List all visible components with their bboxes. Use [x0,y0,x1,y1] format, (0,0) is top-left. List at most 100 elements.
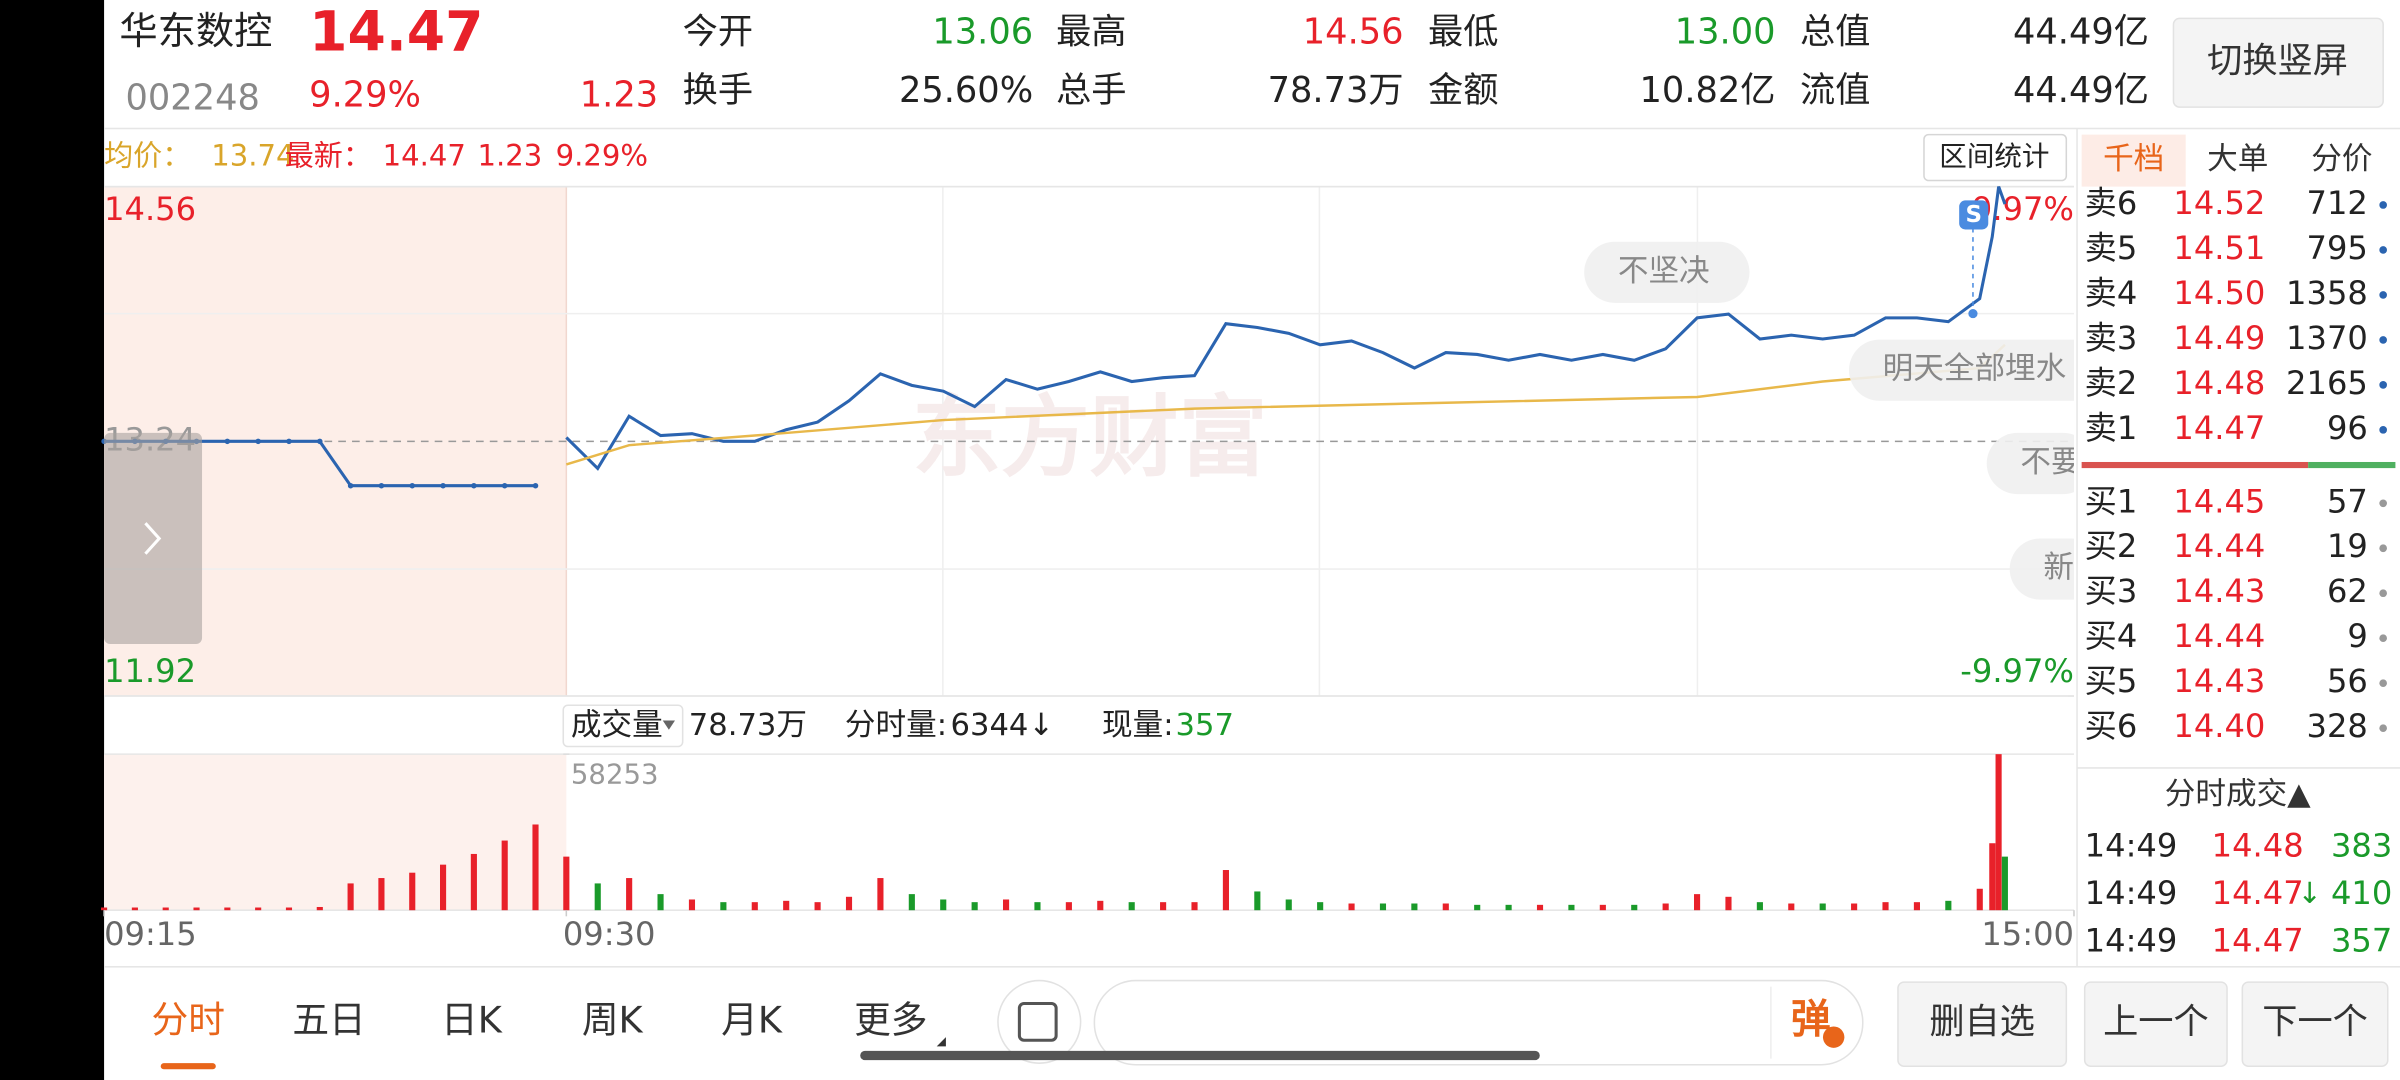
y-tick-label: 11.92 [104,652,196,690]
volume-bar [814,902,821,911]
order-tab-active[interactable] [2081,134,2186,187]
latest-value: 14.47 [383,139,466,173]
toggle-label[interactable]: 切换竖屏 [2207,41,2348,82]
order-tab[interactable]: 分价 [2311,142,2372,177]
period-tab[interactable]: 五日 [292,998,365,1041]
note-icon[interactable] [997,979,1082,1064]
volume-bar [1631,904,1638,911]
range-stats-label[interactable]: 区间统计 [1939,141,2049,173]
level-price: 14.44 [2173,527,2265,565]
volume-bar [285,907,293,911]
level-volume: 1358 [2286,274,2368,312]
order-tab[interactable]: 千档 [2103,142,2164,177]
volume-label[interactable]: 成交量 [571,708,663,743]
level-price: 14.52 [2173,184,2265,222]
toggle-button[interactable] [2172,17,2384,108]
side-tab-arrow[interactable] [144,522,162,555]
comment-bubble [2009,538,2074,600]
volume-total: 78.73万 [689,708,807,743]
volume-bar [908,894,915,911]
level-label: 买4 [2085,617,2138,655]
volume-bar [1411,903,1418,911]
level-price: 14.50 [2173,274,2265,312]
volume-bar [1913,902,1920,911]
minute-volume: 6344↓ [951,708,1055,743]
volume-bar [162,907,169,911]
stock-code: 002248 [126,77,260,118]
level-volume: 1370 [2286,319,2368,357]
action-label[interactable]: 上一个 [2103,1001,2209,1042]
trades-title[interactable]: 分时成交▲ [2165,777,2311,812]
level-volume: 56 [2327,662,2368,700]
period-tab[interactable]: 日K [441,998,503,1041]
level-dot [2379,544,2387,553]
volume-selector[interactable] [562,704,684,748]
volume-bar [1379,903,1387,911]
y2-tick-label: -9.97% [1960,652,2074,690]
period-tab[interactable]: 更多 [854,998,927,1041]
side-tab[interactable] [104,432,203,645]
action-button[interactable] [1897,981,2068,1067]
current-volume: 357 [1176,708,1234,743]
trade-price: 14.47 [2212,874,2304,912]
volume-bar [783,900,790,911]
volume-bar [1995,754,2002,911]
active-tab-underline [160,1063,216,1070]
level-price: 14.49 [2173,319,2265,357]
volume-bar [594,883,601,911]
change-pct: 9.29% [309,74,421,115]
level-dot [2379,426,2387,434]
stat-label: 今开 [683,12,753,53]
action-label[interactable]: 删自选 [1929,1001,2035,1042]
period-tab[interactable]: 分时 [152,998,225,1041]
stat-value: 10.82亿 [1640,70,1776,111]
volume-bar [1222,870,1229,911]
comment-text: 明天全部埋水 [1883,352,2067,387]
level-volume: 795 [2307,229,2368,267]
stat-value: 44.49亿 [2013,12,2149,53]
home-indicator [860,1050,1540,1061]
minute-volume-label: 分时量: [845,708,947,743]
order-tab[interactable]: 大单 [2207,142,2268,177]
stat-value: 25.60% [899,70,1033,111]
level-volume: 96 [2327,409,2368,447]
action-button[interactable] [2241,981,2389,1067]
volume-bar [1756,902,1763,911]
stock-name: 华东数控 [119,9,272,54]
volume-bar [688,899,696,911]
volume-bar [224,907,231,911]
note-icon-glyph[interactable] [1017,1001,1058,1042]
level-dot [2379,201,2387,209]
comment-bubble [1584,241,1750,303]
ratio-bar-buy [2308,461,2396,469]
signal-box [1959,200,1989,230]
ratio-bar-sell [2081,461,2309,469]
volume-bar [720,902,727,911]
period-tab[interactable]: 周K [582,998,644,1041]
price-dot [317,438,323,445]
danmaku-badge [1822,1026,1845,1048]
stat-label: 流值 [1800,70,1870,111]
comment-input[interactable] [1093,979,1864,1066]
period-tab[interactable]: 月K [721,998,783,1041]
range-stats-button[interactable] [1923,133,2068,182]
volume-bar [440,864,447,911]
price-dot [347,482,354,489]
comment-text: 新 [2043,551,2074,586]
trade-time: 14:49 [2085,826,2178,864]
level-dot [2379,724,2387,732]
volume-bar [316,906,323,911]
latest-change: 1.23 [478,139,543,173]
level-label: 卖5 [2085,229,2138,267]
dropdown-arrow[interactable] [662,720,675,730]
level-volume: 2165 [2286,364,2368,402]
action-button[interactable] [2083,981,2228,1067]
action-label[interactable]: 下一个 [2262,1001,2368,1042]
volume-bar [1128,902,1135,911]
volume-bar [131,907,138,911]
change: 1.23 [580,74,658,115]
volume-bar [1160,902,1167,911]
volume-bar [2001,856,2008,911]
trade-price: 14.47 [2212,921,2304,959]
stat-value: 13.06 [932,12,1033,53]
